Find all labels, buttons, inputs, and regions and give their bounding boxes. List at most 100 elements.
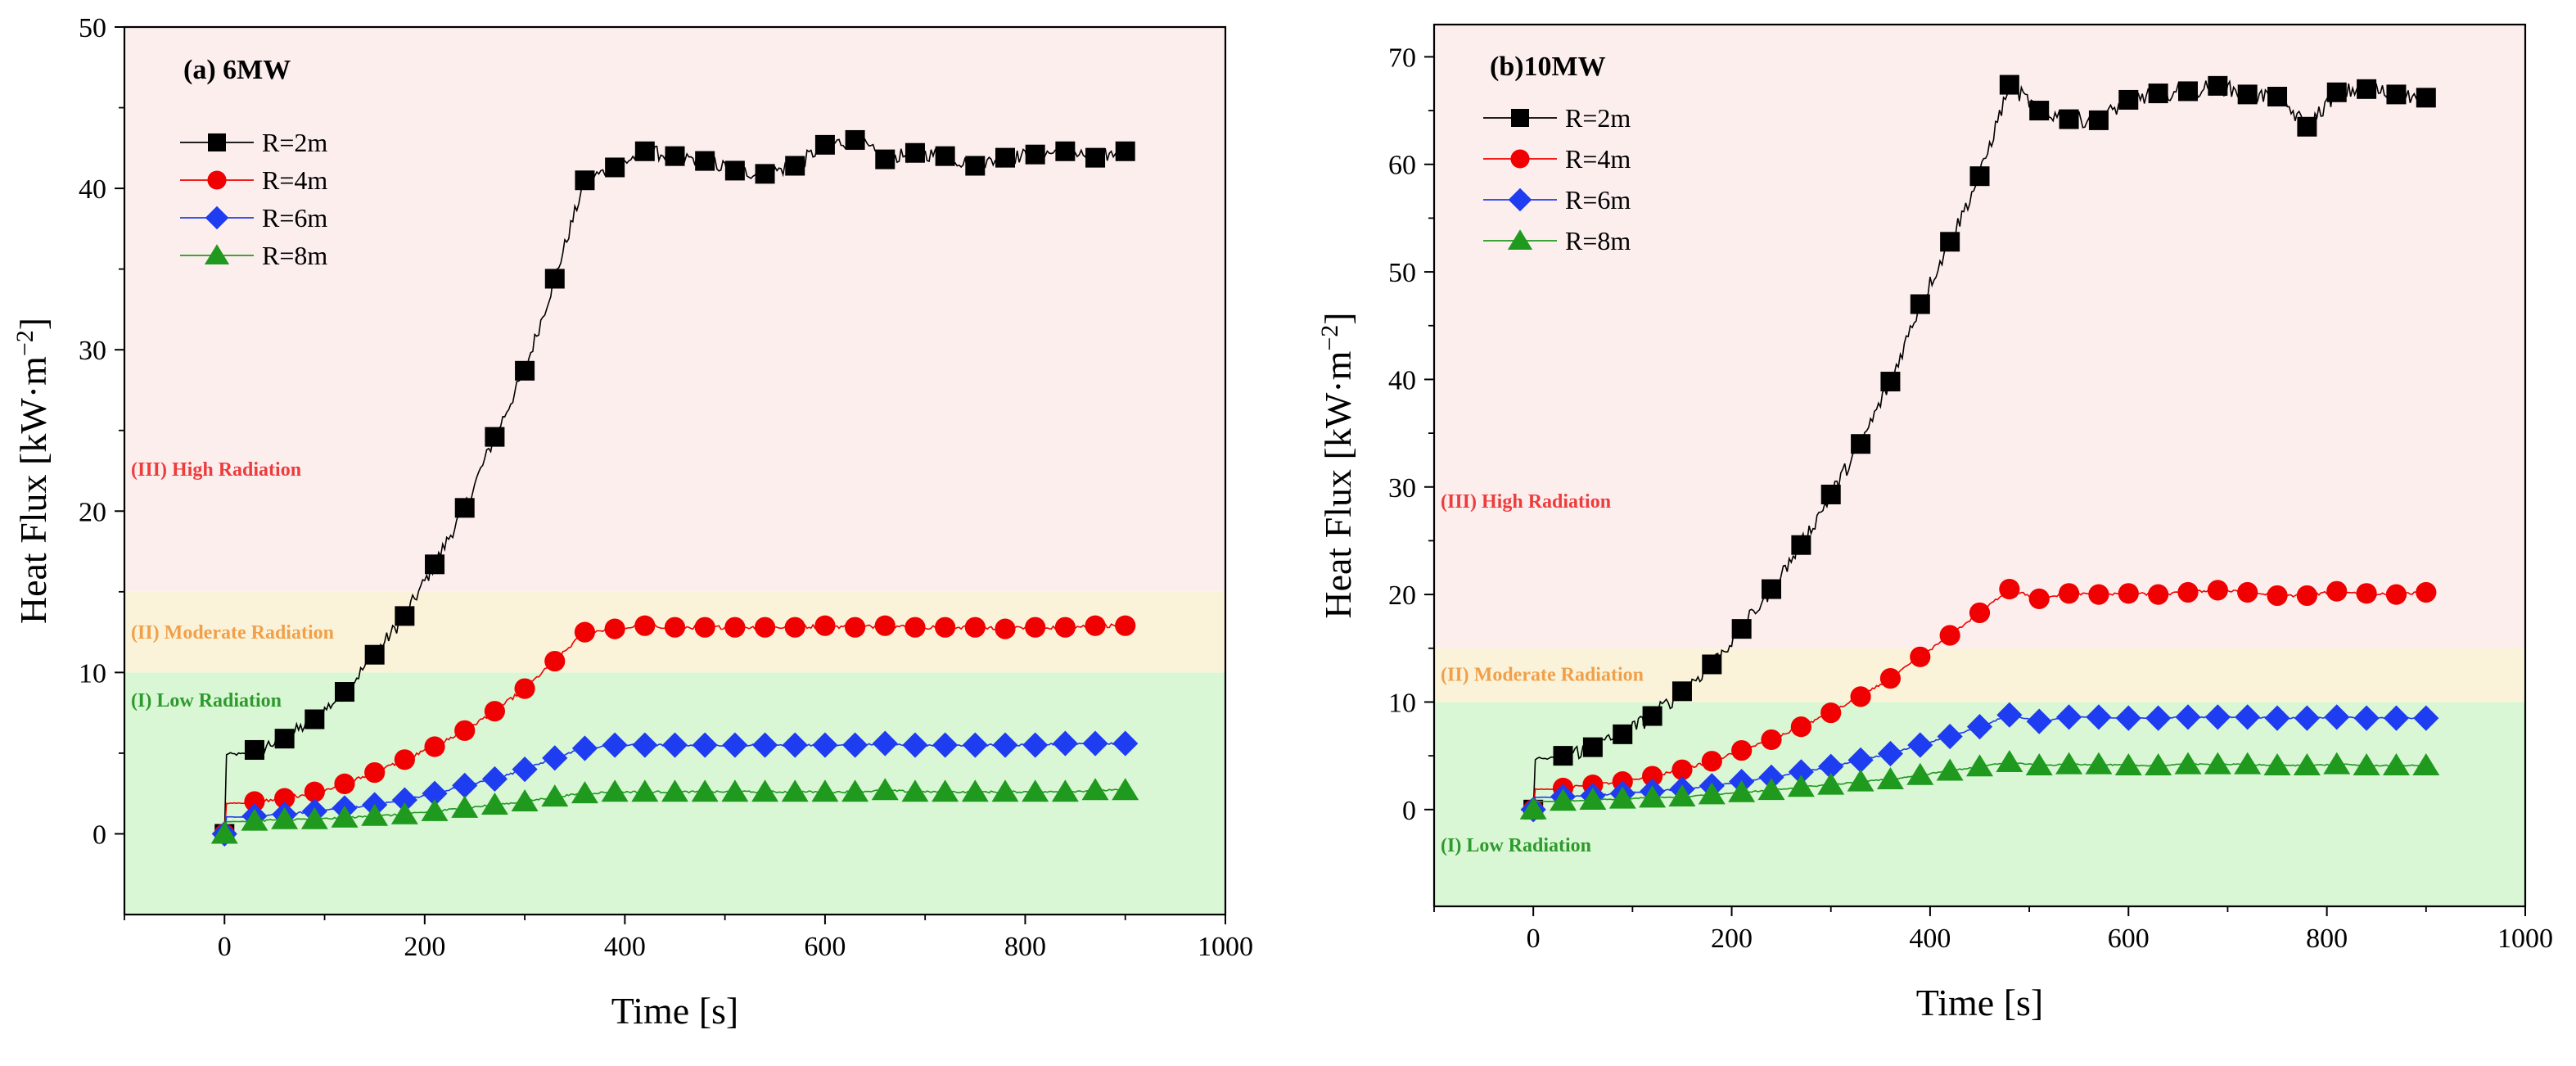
data-point-R=4m-8 [454, 720, 476, 741]
data-point-R=8m-13 [601, 779, 629, 802]
data-point-R=8m-24 [932, 779, 959, 802]
data-point-R=2m-6 [1702, 654, 1722, 675]
data-point-R=6m-30 [2413, 705, 2439, 731]
legend: R=2m R=4m R=6m R=8m [180, 128, 327, 270]
data-point-R=4m-26 [995, 618, 1016, 639]
region-label-3: (III) High Radiation [1441, 491, 1611, 513]
data-point-R=6m-22 [2175, 704, 2201, 730]
data-point-R=4m-11 [1850, 686, 1871, 707]
data-point-R=4m-29 [1085, 615, 1106, 636]
series-R=6m [211, 730, 1139, 847]
data-point-R=2m-26 [995, 147, 1015, 168]
data-point-R=4m-22 [2177, 581, 2199, 603]
data-point-R=2m-18 [2059, 109, 2079, 129]
region-band-2 [1434, 648, 2525, 702]
panel-title: (a) 6MW [183, 55, 291, 85]
data-point-R=2m-5 [1671, 681, 1692, 702]
data-point-R=4m-5 [1671, 759, 1693, 780]
data-point-R=6m-16 [692, 732, 718, 758]
data-point-R=4m-13 [604, 618, 625, 639]
data-point-R=8m-16 [691, 779, 719, 802]
data-point-R=8m-7 [421, 798, 449, 821]
data-point-R=4m-20 [814, 615, 836, 636]
x-axis-title: Time [s] [1916, 982, 2044, 1023]
data-point-R=8m-27 [2323, 752, 2351, 775]
data-point-R=8m-25 [961, 779, 989, 802]
data-point-R=4m-30 [2416, 581, 2437, 603]
data-point-R=6m-21 [2145, 705, 2172, 731]
data-point-R=4m-15 [1969, 602, 1991, 624]
data-point-R=8m-30 [1112, 778, 1139, 801]
data-point-R=8m-24 [2234, 752, 2262, 775]
data-point-R=6m-8 [452, 772, 478, 798]
data-point-R=8m-17 [721, 779, 749, 802]
data-point-R=6m-6 [391, 787, 417, 813]
data-point-R=4m-5 [364, 761, 386, 784]
data-point-R=6m-17 [722, 732, 748, 758]
data-point-R=4m-13 [1910, 646, 1931, 667]
data-point-R=8m-19 [781, 779, 809, 802]
data-point-R=8m-26 [2293, 752, 2321, 775]
data-point-R=2m-4 [1642, 706, 1662, 726]
legend-marker-2 [1508, 187, 1532, 212]
data-point-R=8m-1 [1550, 788, 1577, 811]
region-band-3 [1434, 25, 2525, 648]
data-point-R=6m-11 [1847, 747, 1874, 773]
data-point-R=8m-12 [1876, 767, 1904, 790]
data-point-R=2m-9 [1791, 535, 1811, 555]
data-point-R=2m-13 [1910, 294, 1930, 314]
data-point-R=6m-28 [2353, 705, 2380, 731]
legend-label-0: R=2m [1565, 103, 1631, 133]
data-point-R=8m-8 [1757, 778, 1785, 801]
region-label-3: (III) High Radiation [131, 459, 301, 481]
data-point-R=4m-18 [754, 617, 776, 638]
data-point-R=4m-24 [935, 617, 956, 638]
data-point-R=2m-28 [2357, 79, 2377, 99]
data-point-R=2m-24 [935, 146, 955, 166]
data-point-R=2m-3 [305, 709, 325, 729]
y-axis-title-main: Heat Flux [kW·m [12, 356, 54, 624]
data-point-R=2m-15 [1969, 166, 1990, 187]
data-point-R=6m-10 [512, 757, 538, 783]
data-point-R=8m-20 [811, 779, 839, 802]
data-point-R=8m-15 [1966, 754, 1993, 777]
data-point-R=2m-17 [2029, 101, 2050, 121]
y-tick-label-4: 40 [1388, 365, 1416, 395]
data-point-R=6m-18 [2055, 704, 2082, 730]
data-point-R=2m-14 [1940, 232, 1960, 252]
data-point-R=8m-27 [1022, 779, 1049, 802]
data-point-R=4m-18 [2058, 583, 2080, 604]
data-point-R=8m-5 [361, 803, 389, 826]
x-tick-label-2: 400 [604, 932, 646, 962]
data-point-R=8m-1 [241, 808, 268, 831]
data-point-R=4m-25 [964, 617, 986, 638]
y-tick-label-3: 30 [79, 336, 106, 366]
data-point-R=2m-23 [2208, 75, 2228, 96]
data-point-R=2m-8 [454, 498, 475, 518]
data-point-R=8m-28 [1051, 779, 1079, 802]
data-point-R=4m-28 [1054, 617, 1076, 638]
legend-label-1: R=4m [262, 165, 327, 195]
data-point-R=8m-2 [1579, 787, 1607, 810]
data-point-R=8m-28 [2353, 752, 2380, 775]
legend-marker-3 [204, 244, 230, 264]
data-point-R=6m-9 [481, 766, 508, 793]
legend-marker-2 [205, 206, 229, 230]
data-point-R=2m-24 [2237, 84, 2258, 105]
legend-marker-1 [1510, 149, 1530, 169]
data-point-R=2m-30 [1115, 141, 1135, 161]
data-point-R=4m-12 [574, 621, 596, 643]
y-axis-title-exponent: −2 [11, 330, 38, 356]
data-point-R=8m-6 [390, 802, 418, 824]
legend: R=2m R=4m R=6m R=8m [1483, 103, 1631, 255]
data-point-R=6m-29 [1082, 730, 1108, 757]
data-point-R=4m-14 [1939, 625, 1960, 646]
data-point-R=2m-29 [2386, 84, 2407, 105]
data-point-R=4m-15 [664, 617, 686, 638]
data-point-R=8m-19 [2085, 752, 2113, 775]
data-point-R=4m-21 [844, 617, 866, 638]
data-point-R=4m-25 [2267, 585, 2288, 607]
data-point-R=8m-23 [2204, 752, 2231, 775]
data-point-R=6m-26 [2294, 705, 2320, 731]
data-point-R=2m-26 [2297, 116, 2317, 137]
